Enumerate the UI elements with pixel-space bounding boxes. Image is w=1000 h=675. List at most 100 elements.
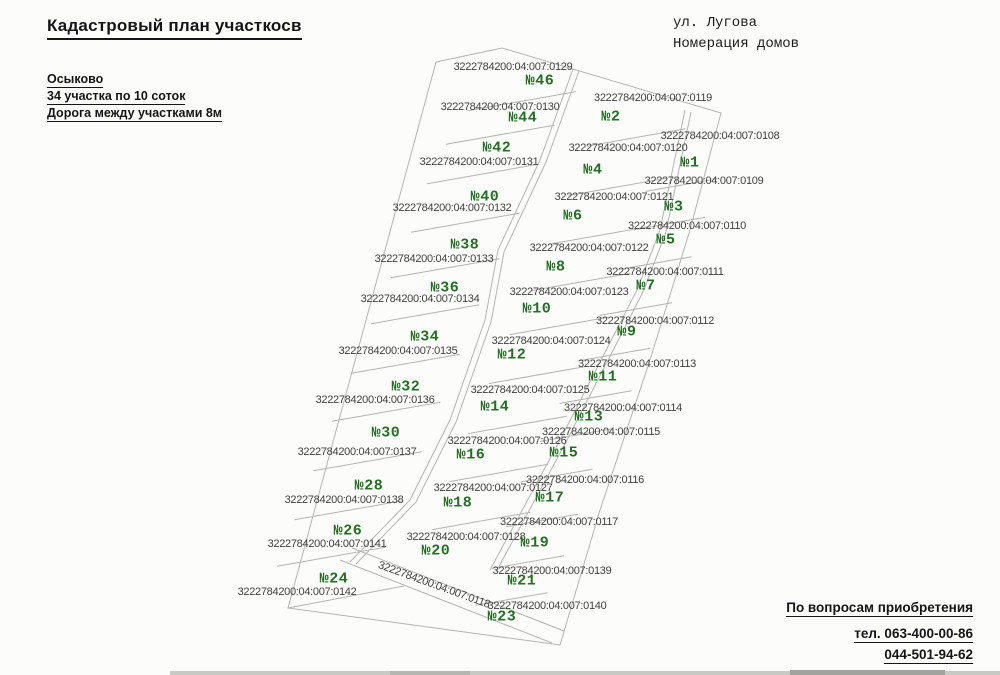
subtitle-location: Осыково bbox=[47, 72, 104, 88]
site-boundary bbox=[287, 47, 722, 646]
divider-M-7 bbox=[449, 463, 549, 483]
parcel-code-16: 3222784200:04:007:0126 bbox=[447, 435, 567, 447]
subtitle-block: Осыково 34 участка по 10 соток Дорога ме… bbox=[47, 71, 223, 122]
parcel-number-16: №16 bbox=[456, 446, 486, 464]
street-name: ул. Лугова bbox=[673, 15, 758, 31]
divider-M-6 bbox=[468, 415, 567, 435]
parcel-code-3: 3222784200:04:007:0109 bbox=[644, 175, 764, 187]
parcel-code-23: 3222784200:04:007:0140 bbox=[487, 600, 607, 612]
divider-M-0 bbox=[587, 128, 686, 147]
parcel-code-6: 3222784200:04:007:0121 bbox=[554, 191, 674, 203]
parcel-number-5: №5 bbox=[656, 231, 676, 249]
parcel-number-14: №14 bbox=[480, 398, 510, 416]
divider-M-4 bbox=[509, 316, 609, 336]
parcel-number-13: №13 bbox=[574, 408, 604, 426]
contact-heading: По вопросам приобретения bbox=[786, 600, 973, 617]
parcel-code-44: 3222784200:04:007:0130 bbox=[440, 101, 560, 113]
contact-block: По вопросам приобретения тел. 063-400-00… bbox=[786, 599, 973, 667]
parcel-number-6: №6 bbox=[563, 207, 583, 225]
parcel-code-4: 3222784200:04:007:0120 bbox=[568, 142, 688, 154]
parcel-number-18: №18 bbox=[443, 494, 473, 512]
parcel-number-7: №7 bbox=[636, 277, 656, 295]
parcel-code-15: 3222784200:04:007:0115 bbox=[542, 426, 660, 438]
divider-R-1 bbox=[633, 216, 706, 231]
road-left-middle-line-2 bbox=[355, 70, 580, 565]
parcel-number-8: №8 bbox=[546, 258, 566, 276]
parcel-divider-lines bbox=[276, 91, 718, 606]
parcel-number-9: №9 bbox=[617, 323, 637, 341]
parcel-number-20: №20 bbox=[421, 542, 451, 560]
divider-R-0 bbox=[645, 178, 718, 192]
divider-R-5 bbox=[559, 390, 632, 404]
divider-R-7 bbox=[520, 468, 593, 483]
divider-L-8 bbox=[313, 451, 422, 472]
parcel-code-18: 3222784200:04:007:0127 bbox=[433, 482, 553, 494]
parcel-number-32: №32 bbox=[391, 378, 421, 396]
divider-L-0 bbox=[467, 91, 576, 112]
divider-M-3 bbox=[531, 272, 631, 292]
divider-R-4 bbox=[578, 347, 651, 362]
scan-edge-band bbox=[170, 671, 1000, 675]
divider-L-9 bbox=[294, 500, 403, 521]
parcel-code-1: 3222784200:04:007:0108 bbox=[660, 130, 780, 142]
parcel-code-38: 3222784200:04:007:0133 bbox=[374, 253, 494, 265]
parcel-number-28: №28 bbox=[354, 477, 384, 495]
divider-R-2 bbox=[619, 256, 692, 270]
bottom-road-line-2 bbox=[339, 559, 553, 644]
parcel-number-42: №42 bbox=[482, 139, 512, 157]
divider-M-2 bbox=[549, 226, 649, 245]
parcel-number-12: №12 bbox=[497, 346, 527, 364]
parcel-number-11: №11 bbox=[588, 368, 618, 386]
parcel-number-44: №44 bbox=[508, 109, 538, 127]
road-middle-right-line-2 bbox=[495, 111, 692, 573]
parcel-code-17: 3222784200:04:007:0116 bbox=[526, 474, 644, 486]
divider-L-5 bbox=[370, 304, 480, 325]
parcel-number-40: №40 bbox=[470, 188, 500, 206]
divider-M-1 bbox=[568, 177, 667, 197]
parcel-number-46: №46 bbox=[525, 72, 555, 90]
divider-M-8 bbox=[432, 511, 531, 531]
street-note: ул. Лугова Номерация домов bbox=[673, 13, 799, 55]
parcel-code-5: 3222784200:04:007:0110 bbox=[628, 220, 746, 232]
parcel-number-26: №26 bbox=[333, 522, 363, 540]
parcel-number-34: №34 bbox=[410, 328, 440, 346]
parcel-number-30: №30 bbox=[371, 424, 401, 442]
parcel-number-19: №19 bbox=[520, 534, 550, 552]
parcel-code-30: 3222784200:04:007:0137 bbox=[297, 446, 417, 458]
road-left-middle-line-1 bbox=[349, 68, 574, 563]
title-block: Кадастровый план участкосв bbox=[47, 16, 302, 40]
parcel-code-20: 3222784200:04:007:0128 bbox=[406, 531, 526, 543]
divider-L-10 bbox=[276, 546, 386, 567]
parcel-code-34: 3222784200:04:007:0135 bbox=[338, 345, 458, 357]
divider-R-10 bbox=[475, 592, 548, 606]
bottom-road-line-1 bbox=[351, 547, 565, 632]
parcel-code-40: 3222784200:04:007:0132 bbox=[392, 202, 512, 214]
divider-R-3 bbox=[600, 302, 673, 316]
parcel-number-15: №15 bbox=[549, 444, 579, 462]
divider-L-2 bbox=[426, 164, 536, 185]
scan-edge-band-dark bbox=[390, 671, 470, 675]
parcel-number-3: №3 bbox=[664, 198, 684, 216]
subtitle-plots: 34 участка по 10 соток bbox=[47, 89, 186, 105]
parcel-code-19: 3222784200:04:007:0117 bbox=[500, 516, 618, 528]
parcel-number-21: №21 bbox=[507, 572, 537, 590]
parcel-code-7: 3222784200:04:007:0111 bbox=[606, 266, 724, 278]
house-numbering-note: Номерация домов bbox=[673, 36, 800, 52]
divider-L-1 bbox=[445, 124, 555, 145]
parcel-code-36: 3222784200:04:007:0134 bbox=[360, 293, 480, 305]
divider-R-9 bbox=[492, 555, 565, 569]
page-title: Кадастровый план участкосв bbox=[47, 16, 302, 40]
parcel-number-10: №10 bbox=[522, 300, 552, 318]
parcel-code-12: 3222784200:04:007:0124 bbox=[491, 335, 611, 347]
parcel-number-4: №4 bbox=[583, 161, 603, 179]
parcel-code-46: 3222784200:04:007:0129 bbox=[453, 61, 573, 73]
divider-R-6 bbox=[540, 428, 613, 442]
divider-M-5 bbox=[488, 365, 588, 385]
wedge-line bbox=[287, 585, 405, 609]
parcel-number-36: №36 bbox=[430, 279, 460, 297]
divider-R-8 bbox=[506, 513, 579, 528]
parcel-number-2: №2 bbox=[601, 108, 621, 126]
